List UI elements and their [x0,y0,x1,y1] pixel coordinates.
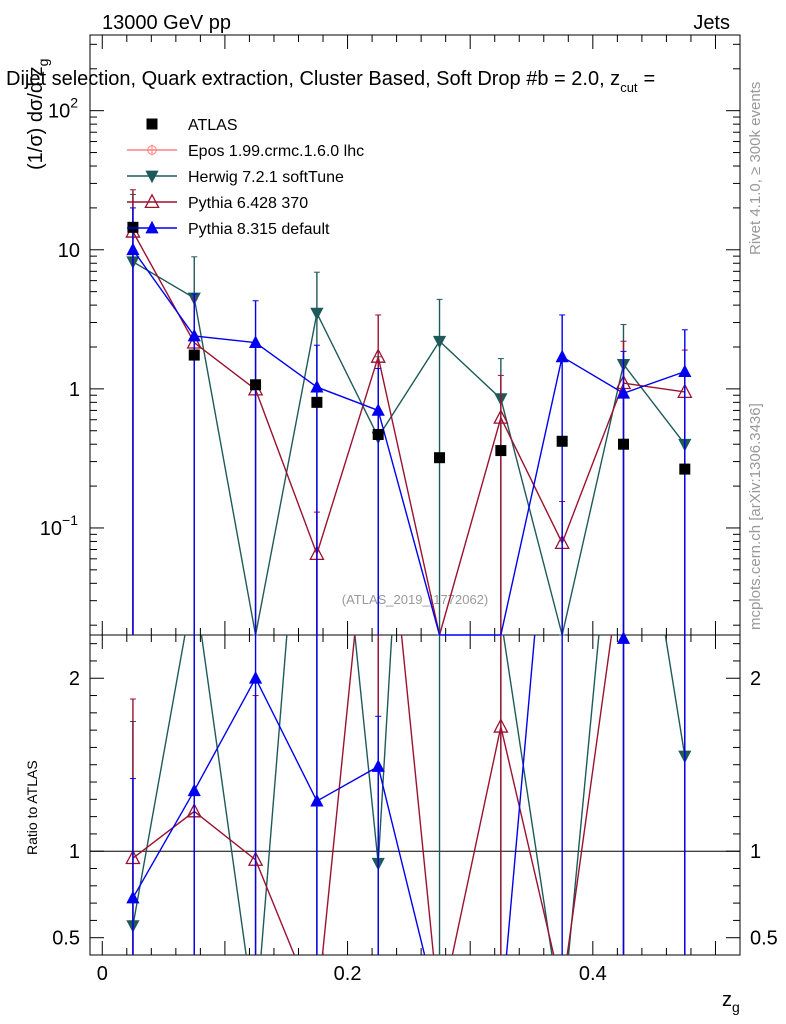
y-tick-exp: 2 [70,95,78,111]
y-tick-base: 10 [48,101,70,123]
mcplots-label: mcplots.cern.ch [arXiv:1306.3436] [747,403,764,630]
beam-label: 13000 GeV pp [102,12,231,34]
legend-marker [144,193,160,209]
ratio-tick-label-left: 2 [69,668,80,690]
y-axis-title-sub: g [35,59,51,67]
atlas-point [372,428,384,440]
herwig-7-2-1-softtune-ratio-line [132,635,686,955]
pythia-8-315-default-point [248,335,263,349]
y-tick-label: 102 [48,95,78,123]
ratio-tick-label-right: 0.5 [750,928,778,950]
legend-entry-atlas: ATLAS [146,117,238,134]
x-axis-title: zg [722,989,740,1015]
ratio-panel-frame [89,634,741,956]
plot-title-sub: cut [620,80,638,95]
legend-marker [146,118,158,130]
legend-entry-epos-1-99-crmc-1-6-0-lhc: Epos 1.99.crmc.1.6.0 lhc [127,143,364,160]
legend-marker [145,220,159,234]
y-tick-label: 10−1 [40,512,78,540]
pythia-6-428-370-ratio-point [493,718,509,733]
ratio-tick-label-right: 1 [750,841,761,863]
pythia-8-315-default-ratio-point [616,631,631,644]
legend-marker [145,170,159,184]
legend-label: Pythia 6.428 370 [188,195,308,212]
atlas-point [311,396,323,408]
herwig-7-2-1-softtune-point [432,335,447,349]
pythia-8-315-default-line [132,249,686,636]
atlas-point [434,452,446,464]
herwig-7-2-1-softtune-line [132,261,686,636]
legend-entry-herwig-7-2-1-softtune: Herwig 7.2.1 softTune [127,169,344,186]
legend-marker [146,144,158,156]
x-tick-label: 0 [97,963,108,985]
atlas-point [250,379,262,391]
atlas-point [617,438,629,450]
pythia-8-315-default-point [310,379,324,393]
pythia-8-315-default-point [371,403,385,416]
y-axis-title: (1/σ) dσ/d zg [25,59,51,170]
plot-title-main: Dijet selection, Quark extraction, Clust… [6,68,620,90]
pythia-8-315-default-point [678,364,692,378]
y-tick-base: 1 [69,379,80,401]
plot-title-tail: = [644,68,656,90]
pythia-8-315-default-point [187,328,201,342]
pythia-8-315-default-ratio-point [126,890,140,904]
pythia-6-428-370-ratio-line [132,635,613,955]
legend-label: Herwig 7.2.1 softTune [188,169,344,186]
ratio-axis-title: Ratio to ATLAS [24,760,40,855]
pythia-8-315-default-point [555,349,569,363]
y-tick-label: 1 [69,379,80,401]
y-tick-label: 10 [58,240,80,262]
ratio-tick-label-left: 0.5 [52,928,80,950]
legend-entry-pythia-6-428-370: Pythia 6.428 370 [127,193,308,212]
pythia-6-428-370-point [370,348,386,363]
legend-label: Epos 1.99.crmc.1.6.0 lhc [188,143,364,160]
x-axis-title-main: z [722,989,732,1011]
rivet-label: Rivet 4.1.0, ≥ 300k events [747,82,764,255]
analysis-watermark: (ATLAS_2019_I1772062) [342,592,488,607]
herwig-7-2-1-softtune-point [310,307,324,321]
pythia-8-315-default-ratio-point [371,759,385,772]
pythia-8-315-default-ratio-point [248,671,263,684]
legend-label: ATLAS [188,117,238,134]
atlas-point [556,435,568,447]
atlas-point [495,445,507,457]
y-tick-base: 10 [40,518,62,540]
ratio-tick-label-left: 1 [69,841,80,863]
x-tick-label: 0.4 [579,963,607,985]
legend-label: Pythia 8.315 default [188,221,330,238]
x-tick-label: 0.2 [334,963,362,985]
process-label: Jets [693,12,730,34]
pythia-8-315-default-ratio-line [132,635,625,955]
pythia-6-428-370-point [493,409,509,424]
atlas-point [679,463,691,475]
pythia-8-315-default-point [616,386,631,399]
pythia-8-315-default-point [126,242,140,256]
pythia-8-315-default-ratio-point [187,783,201,797]
plot-title: Dijet selection, Quark extraction, Clust… [6,68,655,95]
atlas-point [188,349,200,361]
pythia-6-428-370-line [132,231,685,636]
y-axis-title-main: (1/σ) dσ/d z [25,66,47,170]
y-tick-exp: −1 [62,512,78,528]
x-axis-title-sub: g [732,999,740,1015]
y-tick-base: 10 [58,240,80,262]
ratio-tick-label-right: 2 [750,668,761,690]
pythia-8-315-default-ratio-point [310,793,324,807]
legend-entry-pythia-8-315-default: Pythia 8.315 default [127,220,330,238]
